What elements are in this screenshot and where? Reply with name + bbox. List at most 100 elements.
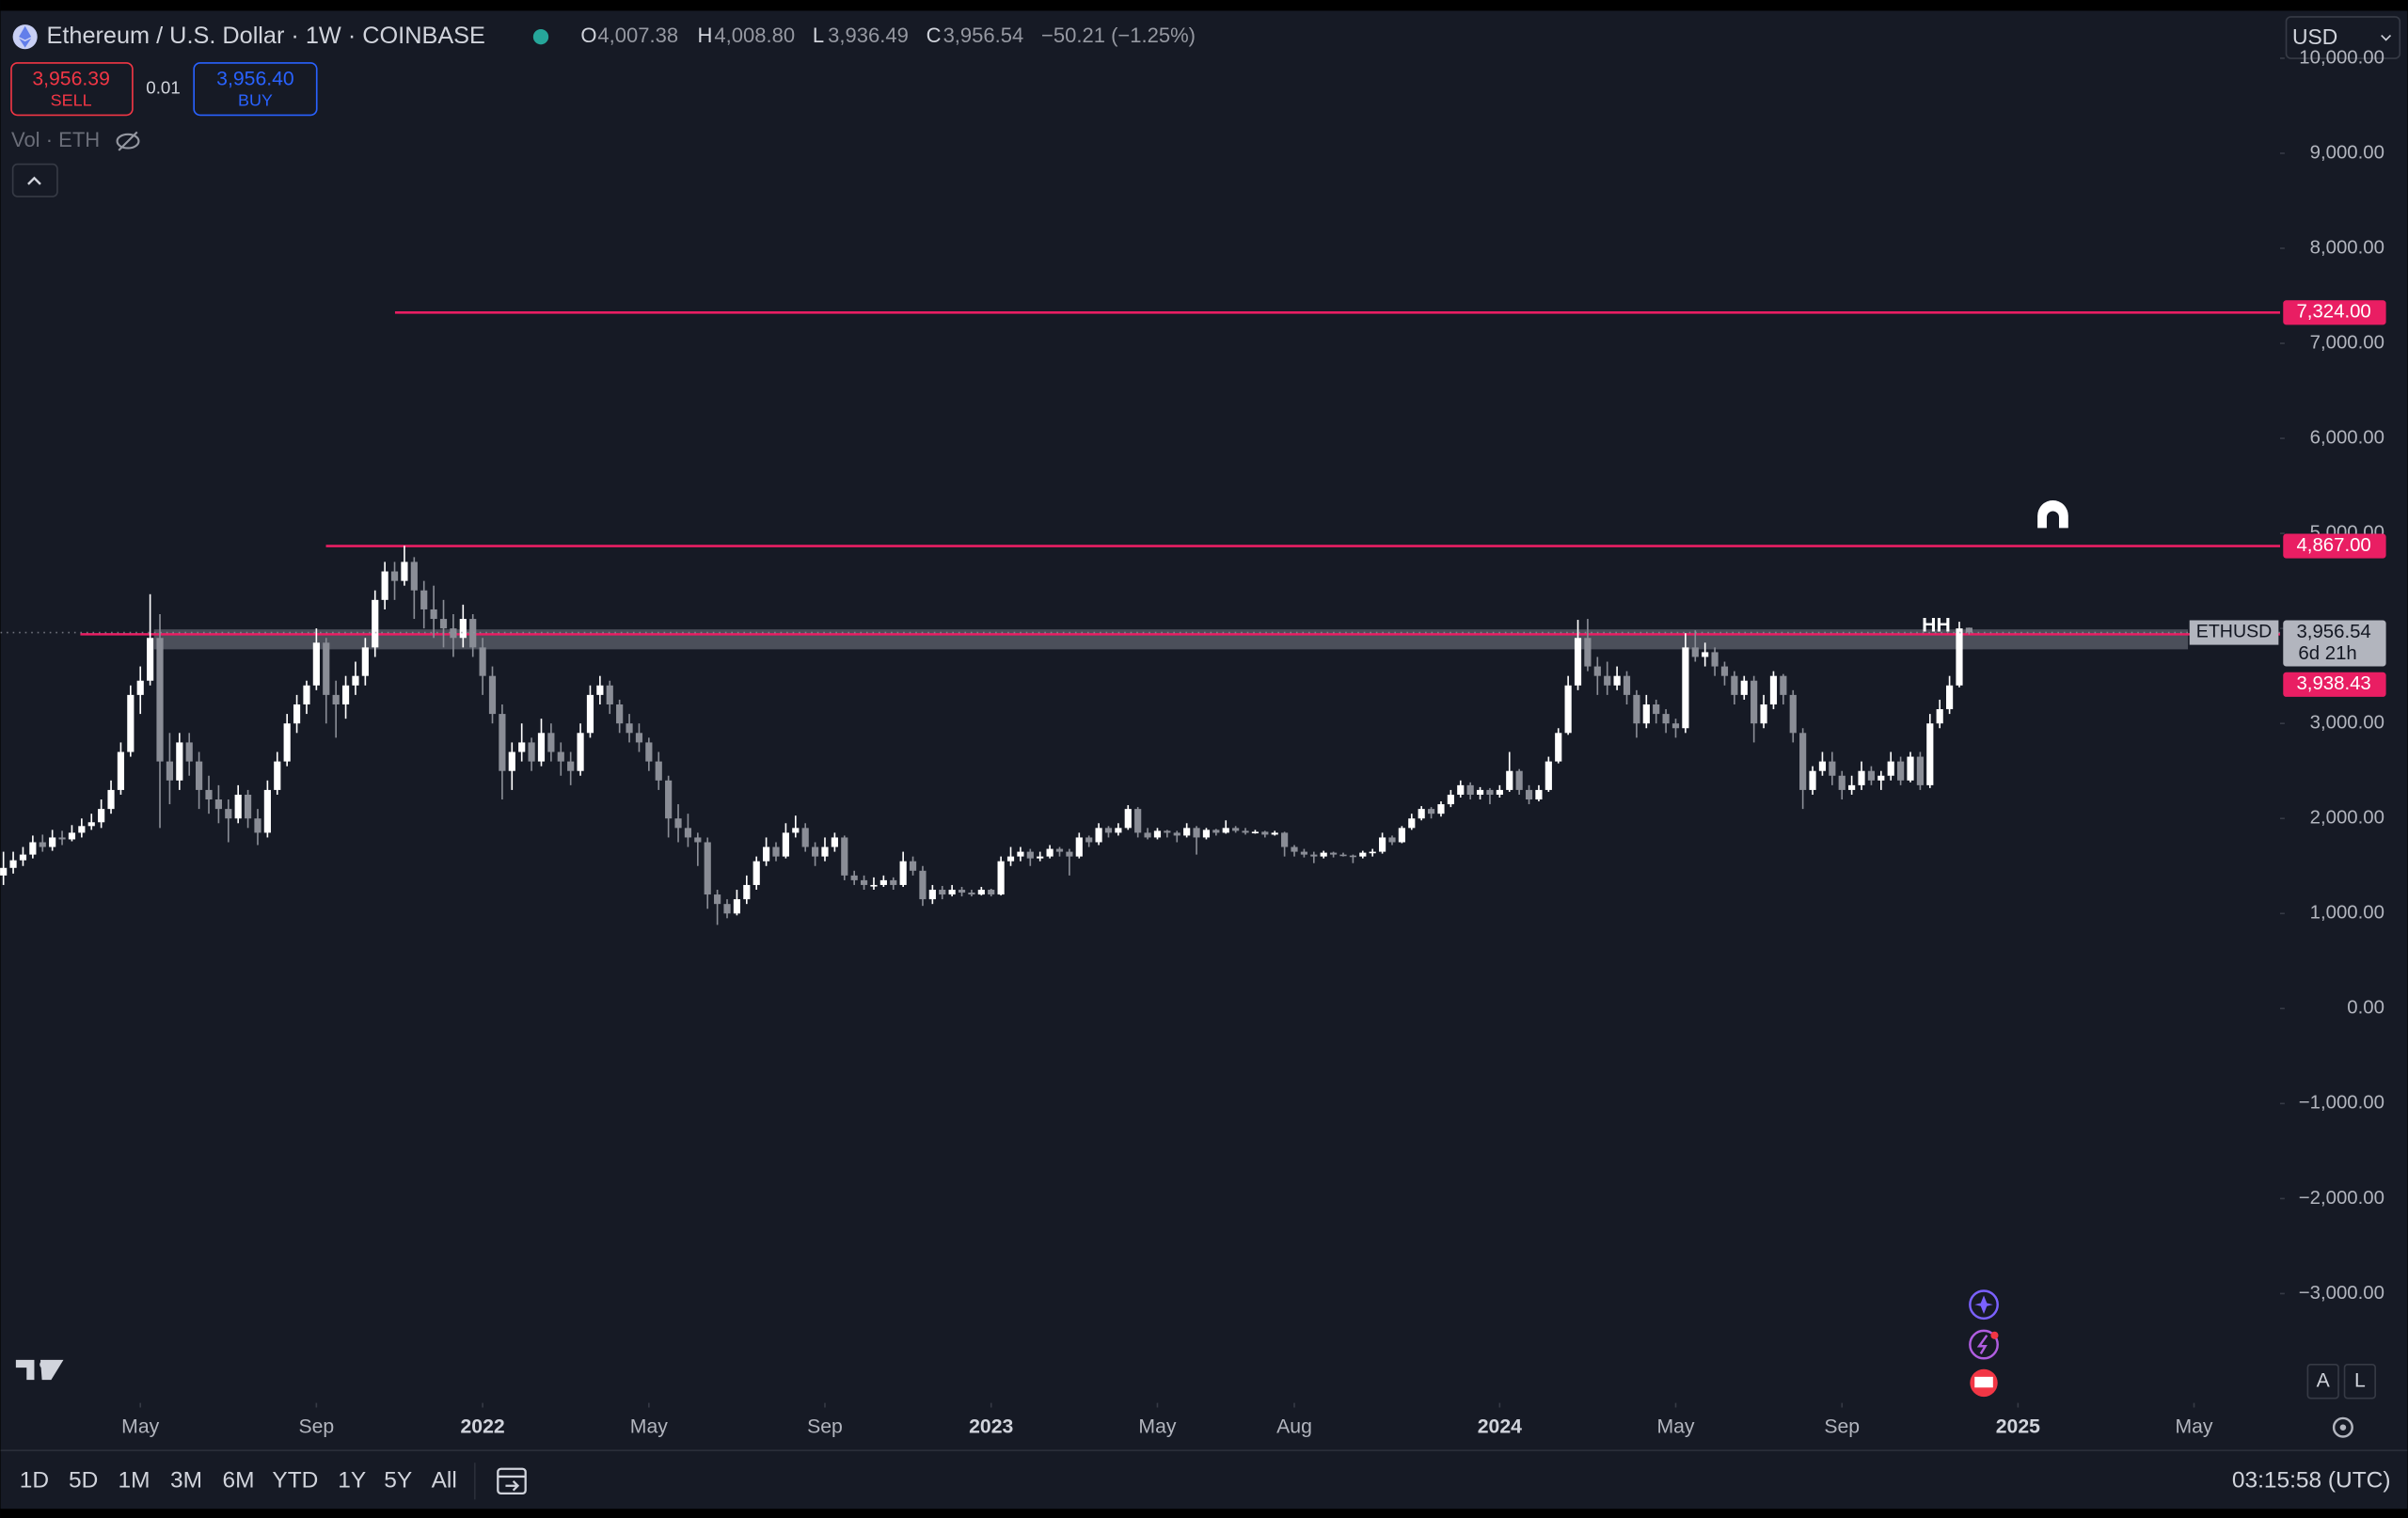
candle-body [1780,675,1787,695]
candle-body [714,894,721,905]
candle-body [870,884,878,887]
assistant-icon[interactable] [1969,1289,1999,1320]
candle-body [1075,837,1083,857]
candle-body [547,733,555,752]
timeframe-button[interactable]: 6M [223,1467,255,1493]
candle-body [1751,680,1758,724]
clock: 03:15:58 (UTC) [2232,1467,2391,1493]
candle-body [244,794,252,819]
sell-price[interactable]: 3,956.39 [32,68,110,89]
candle-body [1887,761,1894,776]
candle-body [1006,856,1015,862]
log-scale-button[interactable] [2343,1363,2376,1399]
candle-body [1956,628,1963,686]
candle-body [1026,851,1034,859]
candle-body [1320,852,1327,857]
candle-body [567,761,575,771]
candle-body [1496,789,1503,795]
assistant-glyph [1974,1295,1993,1314]
market-status [532,29,549,45]
x-tick-label: 2022 [461,1415,505,1437]
candle-body [58,837,66,840]
candle-body [977,890,985,895]
x-tick-label: Sep [298,1415,334,1437]
y-tick-label: 7,000.00 [2310,332,2384,353]
candle-body [98,809,105,823]
candle-body [1486,789,1494,795]
candle-body [674,818,682,829]
candle-body [1829,761,1836,776]
candle-body [1965,627,1972,633]
candle-body [1144,832,1151,838]
auto-scale-label[interactable]: A [2317,1369,2331,1391]
plot-area [0,57,2285,1408]
collapse-button[interactable] [11,163,58,198]
collapse-icon [27,176,41,185]
timeframe-button[interactable]: 1Y [338,1467,366,1493]
eth-glyph [19,25,32,48]
candle-body [1447,794,1454,805]
candle-body [420,590,428,609]
candle-body [78,826,86,833]
candle-body [332,694,340,704]
date-range-icon[interactable] [497,1467,527,1495]
symbol-label: ETHUSD [2196,622,2272,642]
timeframe-button[interactable]: YTD [272,1467,318,1493]
timeframe-button[interactable]: 5D [69,1467,98,1493]
timeframe-button[interactable]: 3M [170,1467,202,1493]
candle-body [166,761,174,781]
last-price-label: 3,956.54 [2296,622,2370,642]
candle-body [1476,789,1484,795]
sell-label[interactable]: SELL [51,90,92,109]
candle-body [635,733,643,743]
candle-body [439,619,448,629]
candle-body [899,861,907,885]
candle-body [1574,638,1582,686]
timeframe-button[interactable]: 1M [119,1467,150,1493]
candle-body [1466,784,1474,795]
x-tick-label: Sep [1824,1415,1860,1437]
candle-body [303,685,310,704]
buy-button[interactable] [193,62,318,117]
x-tick-label: May [121,1415,159,1437]
log-scale-label[interactable]: L [2354,1369,2366,1391]
candle-body [1702,652,1709,657]
ohlc-value: 4,007.38 [597,24,678,47]
candle-body [655,761,662,781]
candle-body [1271,832,1278,835]
candle-body [1046,848,1054,857]
auto-scale-button[interactable] [2306,1363,2339,1399]
candle-body [1867,770,1876,781]
candle-body [1212,830,1220,833]
candle-body [205,789,213,800]
candle-body [372,599,379,648]
candle-body [1799,733,1807,790]
spread: 0.01 [146,78,181,98]
buy-label[interactable]: BUY [238,90,273,109]
hide-icon[interactable] [116,131,140,151]
candle-body [968,893,975,895]
currency[interactable]: USD [2292,24,2337,49]
candle-body [1604,675,1611,686]
candle-body [9,860,17,868]
x-tick-label: 2023 [969,1415,1013,1437]
alerts-icon[interactable] [1969,1329,1999,1360]
timeframe-button[interactable]: 1D [20,1467,49,1493]
timeframe-button[interactable]: 5Y [384,1467,412,1493]
timeframe-button[interactable]: All [432,1467,457,1493]
candle-body [939,890,946,895]
sell-button[interactable] [10,62,134,117]
settings-icon[interactable] [2332,1416,2353,1438]
candle-body [156,638,164,762]
ohlc-key: O [580,24,596,47]
candle-body [694,837,702,843]
buy-price[interactable]: 3,956.40 [216,68,294,89]
candle-body [860,879,868,885]
candle-body [1662,714,1670,724]
currency-select[interactable] [2285,16,2401,59]
alerts-badge [1990,1331,1999,1339]
ohlc-value: 3,956.54 [943,24,1024,47]
candle-body [665,780,673,819]
candle-body [1124,809,1132,829]
